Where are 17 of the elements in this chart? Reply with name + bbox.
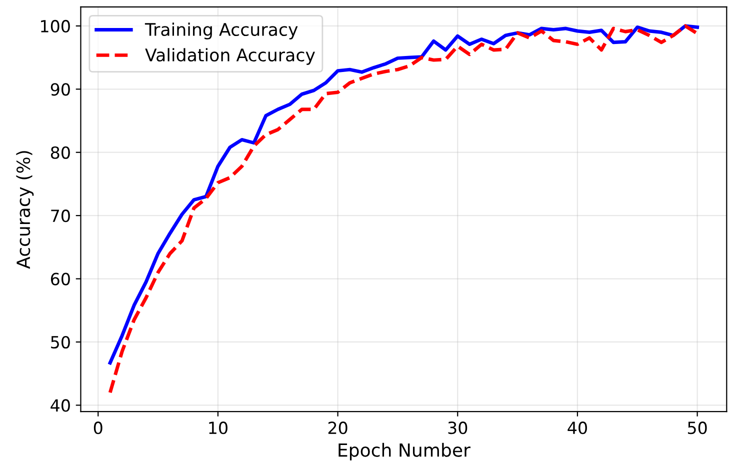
legend-label: Validation Accuracy (145, 48, 315, 65)
x-tick-label: 40 (568, 422, 587, 434)
y-tick-label: 50 (51, 336, 70, 349)
y-tick-label: 100 (41, 20, 70, 33)
x-tick-label: 10 (209, 422, 228, 434)
x-tick-label: 0 (94, 422, 102, 434)
x-tick-label: 30 (448, 422, 468, 434)
x-tick-label: 20 (328, 422, 348, 434)
y-tick-label: 80 (50, 146, 70, 159)
y-tick-label: 60 (50, 272, 70, 286)
y-tick-label: 70 (51, 210, 70, 222)
x-axis-title: Epoch Number (338, 442, 470, 460)
legend-label: Training Accuracy (144, 22, 298, 40)
y-axis-title: Accuracy (%) (16, 151, 34, 269)
x-tick-label: 50 (688, 422, 707, 434)
y-tick-label: 90 (50, 83, 70, 96)
y-tick-label: 40 (50, 399, 70, 412)
